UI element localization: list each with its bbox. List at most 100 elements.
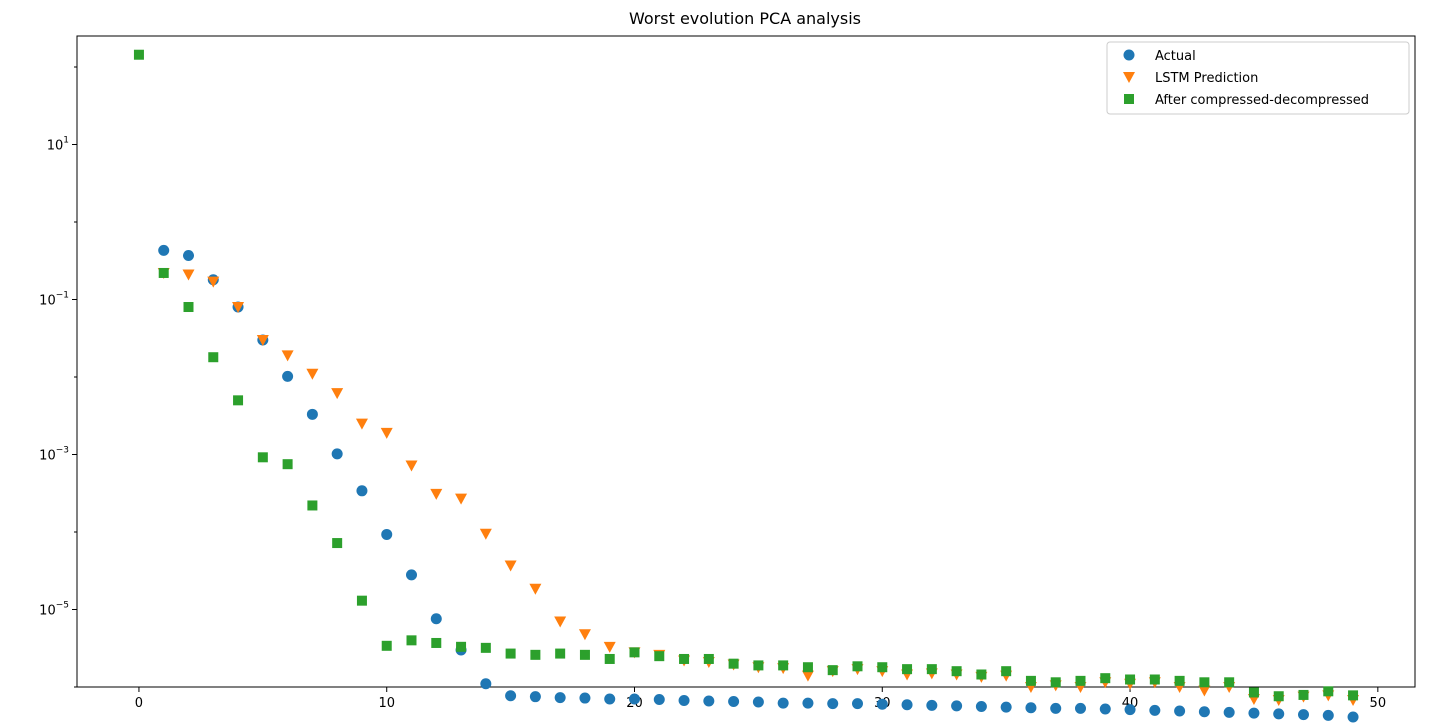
- point-series-2: [604, 653, 615, 664]
- point-series-2: [1298, 689, 1309, 700]
- point-series-0: [554, 692, 566, 704]
- point-series-2: [852, 661, 863, 672]
- point-series-2: [480, 642, 491, 653]
- y-tick-base: 10: [39, 449, 56, 464]
- point-series-1: [355, 418, 368, 430]
- point-series-0: [653, 693, 665, 705]
- point-series-0: [529, 691, 541, 703]
- point-series-0: [926, 699, 938, 711]
- point-series-0: [604, 693, 616, 705]
- point-series-2: [1075, 675, 1086, 686]
- legend-box: [1106, 41, 1410, 115]
- point-series-1: [479, 528, 492, 540]
- point-series-0: [1322, 709, 1334, 721]
- y-tick-exponent: 1: [63, 136, 69, 146]
- point-series-0: [1174, 705, 1186, 717]
- point-series-0: [1248, 707, 1260, 719]
- point-series-0: [579, 692, 591, 704]
- y-tick-base: 10: [39, 604, 56, 619]
- point-series-1: [331, 388, 344, 400]
- point-series-2: [1174, 675, 1185, 686]
- point-series-1: [256, 335, 269, 347]
- point-series-0: [480, 678, 492, 690]
- point-series-1: [182, 269, 195, 281]
- point-series-2: [976, 669, 987, 680]
- point-series-1: [405, 460, 418, 472]
- point-series-0: [430, 613, 442, 625]
- plot-area-frame: [76, 35, 1416, 688]
- data-points: [133, 49, 1360, 723]
- legend: Actual LSTM Prediction After compressed-de…: [1106, 41, 1410, 115]
- point-series-1: [801, 670, 814, 682]
- point-series-2: [381, 640, 392, 651]
- point-series-0: [158, 244, 170, 256]
- point-series-1: [455, 493, 468, 505]
- point-series-0: [331, 448, 343, 460]
- point-series-2: [158, 267, 169, 278]
- point-series-2: [257, 452, 268, 463]
- point-series-1: [281, 350, 294, 362]
- point-series-1: [430, 488, 443, 500]
- point-series-0: [827, 698, 839, 710]
- point-series-0: [678, 694, 690, 706]
- point-series-2: [406, 635, 417, 646]
- x-tick-label: 50: [1370, 696, 1387, 711]
- y-tick-base: 10: [47, 139, 64, 154]
- point-series-2: [1248, 687, 1259, 698]
- point-series-2: [1100, 673, 1111, 684]
- point-series-0: [306, 408, 318, 420]
- point-series-2: [902, 664, 913, 675]
- point-series-0: [1050, 702, 1062, 714]
- point-series-2: [1323, 686, 1334, 697]
- point-series-0: [1149, 704, 1161, 716]
- point-series-0: [183, 249, 194, 261]
- point-series-1: [207, 276, 220, 288]
- point-series-2: [307, 500, 318, 511]
- point-series-1: [306, 368, 319, 380]
- point-series-2: [332, 538, 343, 549]
- point-series-0: [777, 697, 789, 709]
- point-series-0: [728, 695, 740, 707]
- point-series-0: [356, 485, 368, 497]
- point-series-1: [529, 583, 542, 595]
- x-tick-label: 0: [135, 696, 143, 711]
- point-series-1: [554, 616, 567, 628]
- point-series-0: [629, 693, 640, 705]
- point-series-1: [1198, 685, 1211, 697]
- point-series-0: [703, 695, 715, 707]
- point-series-2: [579, 649, 590, 660]
- point-series-0: [951, 700, 963, 712]
- point-series-2: [778, 660, 789, 671]
- point-series-2: [208, 352, 219, 363]
- point-series-1: [578, 629, 591, 641]
- point-series-2: [1273, 691, 1284, 702]
- point-series-0: [975, 701, 987, 713]
- point-series-0: [901, 699, 913, 711]
- point-series-2: [877, 662, 888, 673]
- point-series-0: [1025, 702, 1037, 714]
- point-series-2: [1224, 677, 1235, 688]
- point-series-2: [505, 648, 516, 659]
- point-series-2: [654, 651, 665, 662]
- point-series-0: [406, 569, 417, 581]
- point-series-0: [282, 370, 294, 382]
- legend-label: After compressed-decompressed: [1155, 93, 1369, 108]
- point-series-0: [1223, 706, 1235, 718]
- legend-marker: [1123, 72, 1135, 83]
- point-series-2: [679, 653, 690, 664]
- series-1: [157, 267, 1360, 706]
- point-series-2: [282, 459, 293, 470]
- legend-marker: [1124, 94, 1134, 104]
- point-series-0: [381, 528, 393, 540]
- point-series-1: [380, 427, 393, 439]
- point-series-2: [1001, 666, 1012, 677]
- point-series-2: [530, 649, 541, 660]
- y-tick-exponent: −5: [56, 601, 69, 611]
- point-series-0: [852, 698, 863, 710]
- point-series-2: [703, 653, 714, 664]
- point-series-2: [951, 666, 962, 677]
- point-series-0: [1000, 701, 1012, 713]
- point-series-0: [505, 690, 517, 702]
- y-tick-label: 101: [47, 136, 69, 154]
- point-series-2: [1199, 677, 1210, 688]
